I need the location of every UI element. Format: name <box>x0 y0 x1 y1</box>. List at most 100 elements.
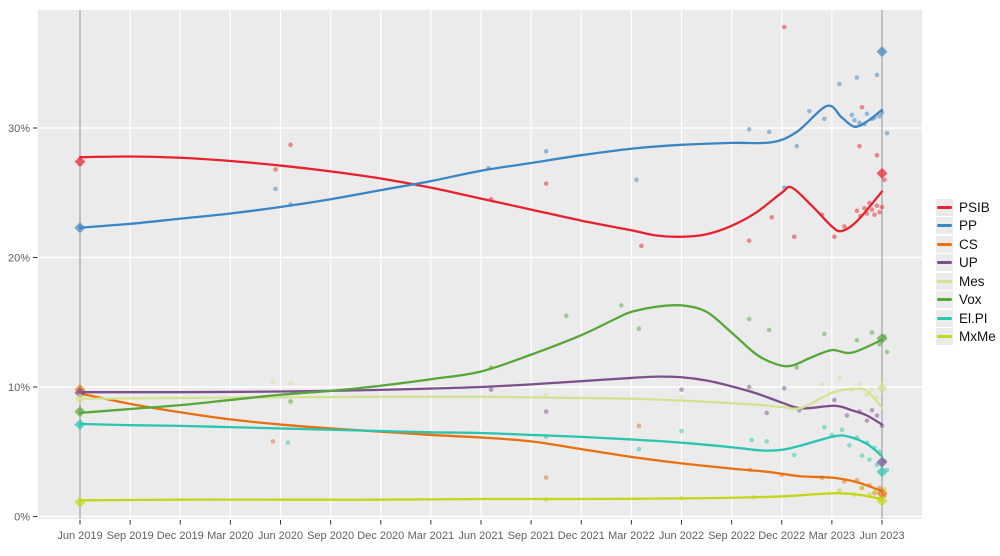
legend-item-UP: UP <box>936 254 996 273</box>
legend-key-UP <box>936 254 953 272</box>
poll-point-UP <box>874 413 880 418</box>
poll-point-CS <box>636 423 642 429</box>
election-result-El.PI-2023 <box>876 466 888 478</box>
x-tick-label: Mar 2023 <box>809 530 855 542</box>
legend-swatch-PSIB <box>937 205 952 209</box>
legend-swatch-PP <box>937 224 952 228</box>
election-result-PSIB-2019 <box>74 156 86 168</box>
x-tick-label: Mar 2021 <box>408 530 454 542</box>
legend-label-PSIB: PSIB <box>959 199 990 215</box>
poll-point-Mes <box>857 382 862 387</box>
poll-point-PSIB <box>781 24 787 30</box>
poll-point-El.PI <box>859 453 865 458</box>
legend-swatch-Mes <box>937 279 952 283</box>
y-tick-label: 20% <box>8 253 30 265</box>
poll-point-UP <box>844 413 850 418</box>
poll-point-PSIB <box>639 243 644 249</box>
legend-label-CS: CS <box>959 236 978 252</box>
election-result-Vox-2023 <box>876 332 888 344</box>
trend-line-Vox <box>78 303 884 415</box>
poll-point-PSIB <box>288 142 293 148</box>
poll-point-PP <box>877 114 882 119</box>
poll-point-El.PI <box>839 427 845 433</box>
poll-point-PP <box>634 177 639 183</box>
poll-point-PSIB <box>791 234 797 240</box>
poll-point-PP <box>864 111 870 117</box>
legend-item-CS: CS <box>936 235 996 254</box>
x-tick-label: Jun 2023 <box>859 530 904 542</box>
poll-point-Mes <box>837 375 842 381</box>
poll-point-PSIB <box>832 234 837 240</box>
poll-point-MxMe <box>872 489 877 495</box>
poll-point-UP <box>864 418 870 423</box>
poll-point-UP <box>869 408 875 413</box>
poll-point-El.PI <box>847 442 852 448</box>
x-tick-label: Jun 2021 <box>458 530 503 542</box>
poll-point-PP <box>884 130 890 136</box>
x-tick-label: Dec 2019 <box>157 530 204 542</box>
legend-key-El.PI <box>936 309 953 327</box>
poll-point-El.PI <box>791 452 797 458</box>
poll-point-PP <box>746 126 752 132</box>
x-tick-label: Dec 2021 <box>558 530 605 542</box>
x-tick-label: Jun 2020 <box>258 530 303 542</box>
election-result-CS-2023 <box>876 487 888 499</box>
legend-key-PSIB <box>936 198 953 216</box>
poll-point-PP <box>273 186 278 192</box>
poll-point-Vox <box>563 313 569 319</box>
x-tick-label: Jun 2019 <box>57 530 102 542</box>
poll-point-Vox <box>794 365 800 370</box>
trend-line-PSIB <box>78 155 884 238</box>
poll-point-El.PI <box>822 424 827 430</box>
legend-swatch-UP <box>937 261 952 265</box>
trend-line-CS <box>78 392 884 493</box>
legend-swatch-MxMe <box>937 335 952 339</box>
election-result-Mes-2023 <box>876 382 888 394</box>
poll-point-PSIB <box>874 203 880 208</box>
poll-point-PSIB <box>746 238 752 243</box>
x-tick-label: Dec 2022 <box>758 530 805 542</box>
legend-key-Mes <box>936 272 953 290</box>
poll-point-PSIB <box>879 204 885 210</box>
x-tick-label: Jun 2022 <box>659 530 704 542</box>
legend-item-Vox: Vox <box>936 291 996 310</box>
poll-point-PP <box>837 81 842 87</box>
trend-line-PP <box>78 104 884 229</box>
poll-point-MxMe <box>859 485 865 491</box>
poll-point-Vox <box>854 338 860 343</box>
x-tick-label: Sep 2021 <box>508 530 555 542</box>
poll-point-El.PI <box>764 439 770 444</box>
legend-item-MxMe: MxMe <box>936 328 996 347</box>
x-tick-label: Mar 2022 <box>608 530 654 542</box>
legend-key-Vox <box>936 291 953 309</box>
election-result-UP-2019 <box>74 387 86 399</box>
y-tick-label: 30% <box>8 123 30 135</box>
legend: PSIB PP CS UP Mes Vox El.PI MxMe <box>936 198 996 346</box>
poll-point-PSIB <box>862 205 867 211</box>
election-result-MxMe-2019 <box>74 496 86 508</box>
poll-point-PSIB <box>273 167 278 172</box>
poll-point-PP <box>849 112 855 118</box>
poll-point-Vox <box>884 349 890 355</box>
x-tick-label: Sep 2022 <box>708 530 755 542</box>
poll-point-PSIB <box>842 224 847 229</box>
poll-point-El.PI <box>749 437 754 443</box>
poll-point-CS <box>543 475 549 480</box>
election-result-Vox-2019 <box>74 406 86 418</box>
poll-point-El.PI <box>285 440 291 445</box>
poll-point-Vox <box>619 303 624 308</box>
legend-swatch-El.PI <box>937 316 952 320</box>
poll-point-PP <box>857 120 862 126</box>
poll-point-MxMe <box>837 488 842 493</box>
y-tick-label: 0% <box>14 512 30 524</box>
poll-point-Mes <box>819 382 825 387</box>
poll-point-Vox <box>288 398 293 404</box>
legend-label-Mes: Mes <box>959 273 985 289</box>
x-tick-label: Mar 2020 <box>207 530 253 542</box>
poll-point-PSIB <box>869 207 875 212</box>
poll-point-UP <box>488 387 494 392</box>
legend-key-MxMe <box>936 328 953 346</box>
election-result-MxMe-2023 <box>876 495 888 507</box>
